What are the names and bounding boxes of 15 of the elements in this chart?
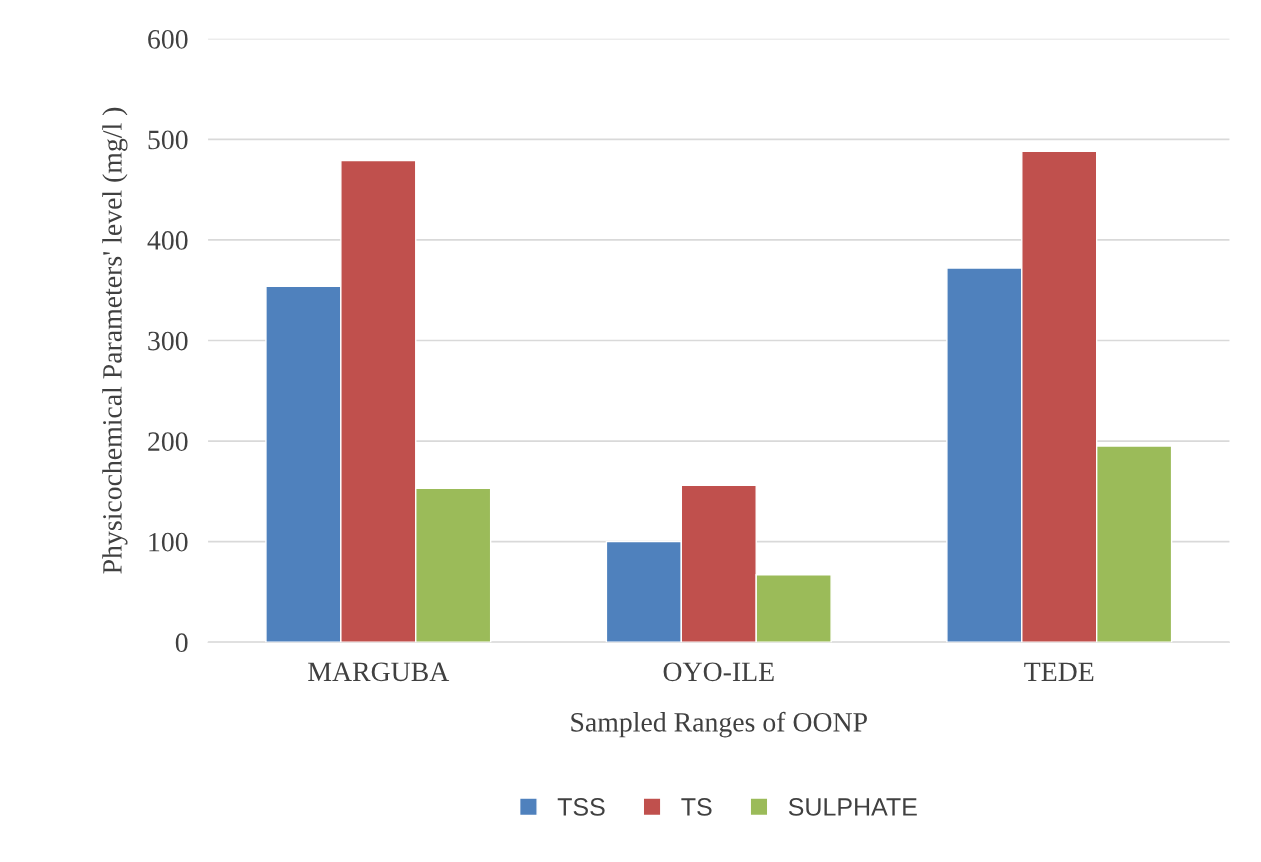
y-tick-label: 500: [148, 130, 188, 150]
x-tick-label: TEDE: [1024, 662, 1094, 681]
y-tick-label: 400: [147, 231, 188, 250]
x-tick-label: MARGUBA: [308, 662, 450, 682]
x-axis-title: Sampled Ranges of OONP: [571, 711, 867, 738]
y-tick-label: 100: [149, 532, 188, 552]
y-tick-label: 600: [148, 29, 188, 49]
y-tick-label: 300: [148, 331, 188, 351]
x-tick-label: OYO-ILE: [663, 662, 774, 682]
y-tick-label: 0: [175, 633, 188, 653]
legend-label: TSS: [557, 798, 605, 816]
legend-label: TS: [681, 798, 712, 816]
legend-label: SULPHATE: [788, 798, 917, 816]
y-axis-title: Physicochemical Parameters' level (mg/l ): [102, 107, 128, 574]
y-tick-label: 200: [148, 432, 188, 451]
